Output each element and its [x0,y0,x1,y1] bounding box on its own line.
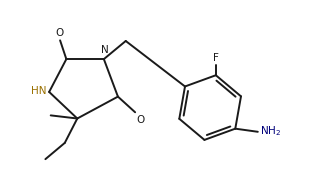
Text: O: O [137,115,145,125]
Text: F: F [213,53,219,63]
Text: HN: HN [30,86,46,96]
Text: O: O [55,28,64,38]
Text: N: N [101,45,109,55]
Text: NH$_2$: NH$_2$ [260,125,281,138]
